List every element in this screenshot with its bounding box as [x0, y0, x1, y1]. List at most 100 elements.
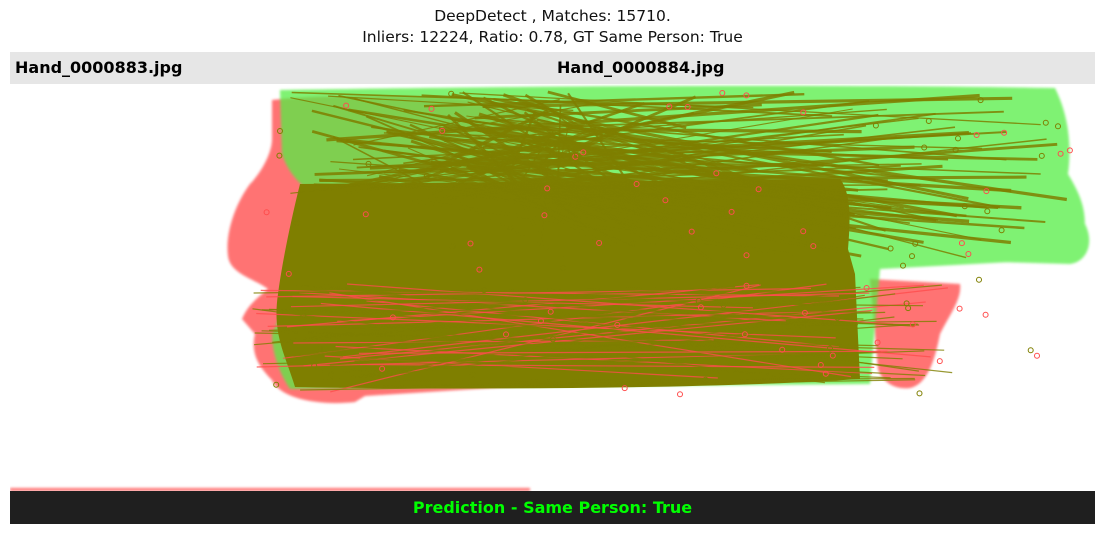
keypoint-marker — [507, 224, 514, 231]
match-line — [269, 308, 920, 326]
keypoint-marker — [741, 331, 748, 338]
keypoint-marker — [677, 391, 683, 398]
match-line — [461, 148, 904, 209]
match-line — [423, 179, 680, 202]
keypoint-marker — [544, 185, 551, 192]
keypoint-marker — [614, 321, 621, 328]
match-line — [423, 93, 805, 108]
keypoint-marker — [666, 103, 673, 110]
keypoint-marker — [547, 308, 554, 315]
keypoint-marker — [921, 144, 928, 151]
keypoint-marker — [621, 385, 628, 392]
left-image-filename: Hand_0000883.jpg — [15, 58, 183, 77]
match-line — [371, 125, 570, 156]
keypoint-marker — [449, 243, 456, 250]
keypoint-marker — [912, 240, 919, 247]
keypoint-marker — [293, 220, 300, 227]
keypoint-marker — [311, 362, 318, 369]
keypoint-marker — [603, 188, 610, 195]
match-line — [398, 167, 862, 258]
keypoint-marker — [743, 282, 750, 289]
match-line — [410, 139, 556, 190]
filename-header-bar: Hand_0000883.jpg Hand_0000884.jpg — [10, 52, 1095, 84]
match-line — [298, 351, 871, 372]
keypoint-marker — [936, 358, 943, 365]
keypoint-marker — [822, 370, 829, 377]
keypoint-marker — [1027, 347, 1034, 354]
keypoint-marker — [817, 362, 824, 368]
keypoint-marker — [827, 345, 833, 352]
keypoint-marker — [345, 309, 352, 316]
keypoint-marker — [728, 208, 735, 215]
keypoint-marker — [720, 302, 727, 309]
match-line — [466, 131, 969, 162]
keypoint-marker — [423, 172, 430, 179]
keypoint-markers — [263, 90, 1073, 398]
keypoint-marker — [984, 208, 991, 215]
keypoint-marker — [300, 312, 307, 319]
keypoint-marker — [834, 314, 841, 321]
match-line — [366, 377, 915, 383]
keypoint-marker — [955, 135, 961, 142]
match-line — [491, 159, 617, 244]
keypoint-marker — [961, 203, 968, 210]
match-line — [465, 164, 616, 252]
keypoint-marker — [713, 170, 720, 177]
keypoint-marker — [662, 197, 669, 204]
keypoint-marker — [697, 304, 704, 311]
keypoint-marker — [916, 390, 923, 397]
figure-title: DeepDetect , Matches: 15710. Inliers: 12… — [0, 6, 1105, 48]
keypoint-marker — [285, 270, 292, 277]
match-line — [314, 159, 686, 176]
keypoint-marker — [779, 346, 786, 353]
match-line — [294, 298, 924, 307]
keypoint-marker — [574, 151, 580, 158]
keypoint-marker — [952, 146, 959, 153]
keypoint-marker — [958, 240, 965, 247]
keypoint-marker — [560, 265, 567, 271]
keypoint-marker — [522, 297, 529, 304]
keypoint-marker — [743, 252, 750, 259]
keypoint-marker — [696, 213, 703, 220]
match-line — [352, 317, 711, 344]
keypoint-marker — [801, 309, 808, 316]
match-line — [347, 283, 894, 325]
keypoint-marker — [800, 228, 807, 235]
match-line — [262, 351, 881, 365]
match-line — [359, 286, 861, 312]
match-line — [256, 353, 801, 368]
title-line-1: DeepDetect , Matches: 15710. — [434, 7, 671, 25]
keypoint-marker — [362, 211, 369, 218]
keypoint-marker — [328, 371, 335, 378]
keypoint-marker — [684, 104, 691, 110]
match-visualization: Hand_0000883.jpg Hand_0000884.jpg Predic… — [10, 52, 1095, 524]
keypoint-marker — [448, 90, 455, 97]
match-line — [256, 312, 836, 339]
keypoint-marker — [900, 262, 906, 269]
keypoint-marker — [537, 318, 544, 324]
keypoint-marker — [829, 352, 836, 359]
match-line — [555, 95, 697, 158]
match-lines — [252, 90, 1068, 393]
match-line — [320, 302, 931, 358]
keypoint-marker — [476, 266, 483, 273]
match-line — [335, 345, 873, 374]
match-line — [539, 169, 892, 210]
keypoint-marker — [1042, 119, 1049, 126]
match-line — [329, 292, 852, 378]
match-line — [303, 309, 873, 367]
keypoint-marker — [956, 305, 963, 312]
match-line — [403, 100, 870, 165]
title-line-2: Inliers: 12224, Ratio: 0.78, GT Same Per… — [362, 28, 743, 46]
keypoint-marker — [467, 240, 474, 247]
keypoint-marker — [1055, 123, 1061, 130]
keypoint-marker — [276, 152, 283, 159]
keypoint-marker — [580, 149, 587, 156]
match-line — [451, 93, 969, 201]
match-line — [252, 308, 825, 384]
match-line — [459, 92, 1041, 126]
keypoint-marker — [629, 240, 636, 247]
keypoint-marker — [549, 336, 556, 343]
keypoint-marker — [389, 314, 396, 321]
keypoint-marker — [273, 381, 280, 388]
